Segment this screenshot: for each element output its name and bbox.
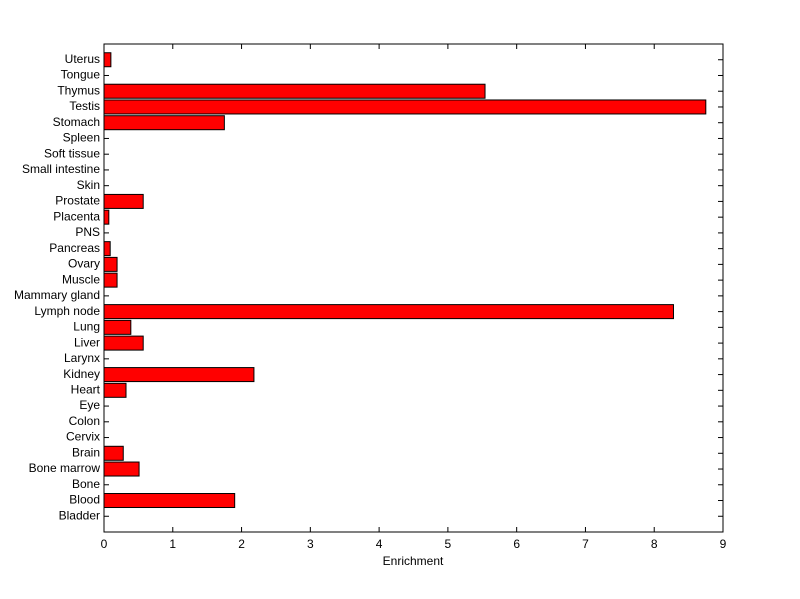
y-tick-label: Cervix — [66, 430, 100, 444]
y-tick-label: Skin — [77, 178, 100, 192]
y-tick-label: Lung — [73, 320, 100, 334]
x-tick-label: 0 — [101, 537, 108, 551]
y-tick-label: Tongue — [61, 68, 101, 82]
bar — [103, 493, 236, 509]
bar — [103, 304, 674, 320]
bar — [103, 335, 144, 351]
bar — [103, 99, 707, 115]
bar — [103, 367, 255, 383]
bar — [103, 241, 111, 257]
y-tick-label: Bladder — [59, 508, 100, 522]
y-tick-label: Soft tissue — [44, 146, 100, 160]
y-tick-label: Lymph node — [34, 304, 100, 318]
y-tick-label: Testis — [69, 99, 100, 113]
y-tick-label: Eye — [79, 398, 100, 412]
y-tick-label: Kidney — [63, 367, 100, 381]
bar — [103, 256, 118, 272]
x-tick-label: 2 — [238, 537, 245, 551]
y-tick-label: Mammary gland — [14, 288, 100, 302]
bar — [103, 52, 112, 68]
x-tick-label: 1 — [169, 537, 176, 551]
bar — [103, 193, 144, 209]
y-tick-label: Muscle — [62, 272, 100, 286]
x-tick-label: 6 — [513, 537, 520, 551]
x-tick-label: 5 — [445, 537, 452, 551]
x-tick-label: 3 — [307, 537, 314, 551]
y-tick-label: Liver — [74, 335, 100, 349]
y-tick-label: Ovary — [68, 257, 100, 271]
bar — [103, 382, 127, 398]
x-tick-label: 9 — [720, 537, 727, 551]
y-tick-label: Thymus — [57, 83, 100, 97]
y-tick-label: Larynx — [64, 351, 100, 365]
bar — [103, 115, 225, 131]
bar — [103, 83, 486, 99]
bar — [103, 445, 124, 461]
y-tick-label: Uterus — [65, 52, 100, 66]
x-tick-label: 4 — [376, 537, 383, 551]
bar — [103, 461, 140, 477]
x-axis-label: Enrichment — [383, 554, 444, 568]
y-tick-label: Blood — [69, 493, 100, 507]
y-tick-label: Bone — [72, 477, 100, 491]
y-tick-label: Small intestine — [22, 162, 100, 176]
y-tick-label: Stomach — [53, 115, 100, 129]
x-tick-label: 8 — [651, 537, 658, 551]
y-tick-label: Colon — [69, 414, 100, 428]
bar — [103, 272, 118, 288]
bar — [103, 319, 132, 335]
y-tick-label: Spleen — [63, 131, 100, 145]
y-tick-label: Brain — [72, 445, 100, 459]
y-tick-label: Bone marrow — [29, 461, 101, 475]
y-tick-label: Prostate — [55, 194, 100, 208]
x-tick-label: 7 — [582, 537, 589, 551]
y-tick-label: Placenta — [53, 209, 100, 223]
y-tick-label: Pancreas — [49, 241, 100, 255]
y-tick-label: Heart — [71, 382, 101, 396]
bar — [103, 209, 110, 225]
y-tick-label: PNS — [75, 225, 100, 239]
